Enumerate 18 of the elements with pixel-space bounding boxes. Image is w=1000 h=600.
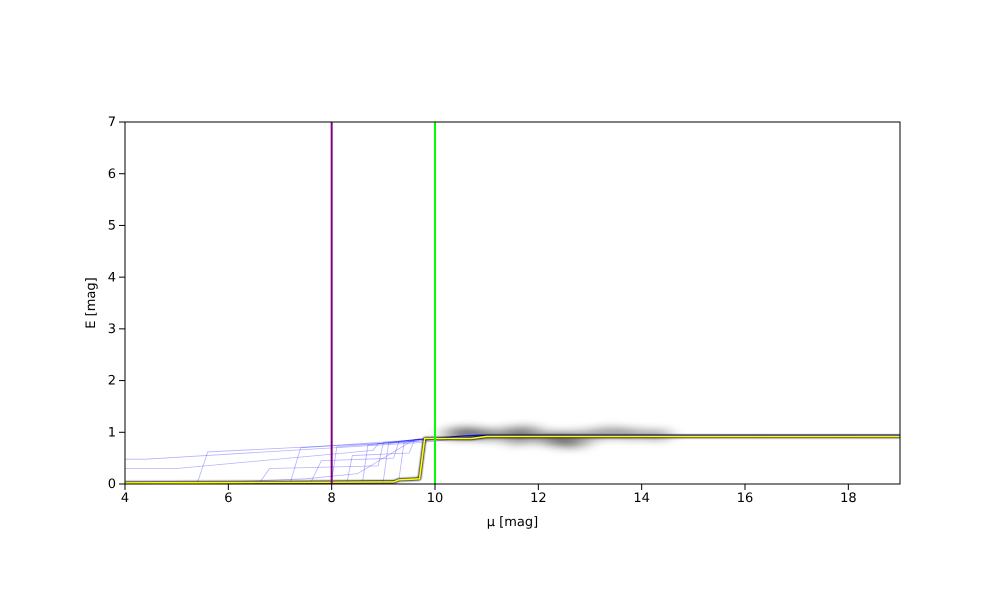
- x-tick-label: 14: [633, 491, 650, 506]
- y-tick-label: 5: [108, 218, 116, 234]
- x-tick-label: 16: [736, 491, 754, 506]
- x-tick-label: 6: [224, 491, 232, 506]
- y-tick-label: 6: [108, 166, 116, 182]
- x-tick-label: 12: [530, 491, 547, 506]
- y-axis-title: E [mag]: [84, 277, 99, 329]
- y-tick-label: 0: [108, 477, 116, 492]
- y-tick-label: 3: [108, 322, 116, 338]
- x-tick-label: 8: [328, 491, 336, 506]
- y-tick-label: 1: [108, 425, 116, 440]
- x-axis-title: μ [mag]: [486, 515, 538, 530]
- y-tick-label: 7: [108, 115, 116, 130]
- y-tick-label: 2: [108, 374, 116, 389]
- x-tick-label: 10: [426, 491, 444, 506]
- x-tick-label: 4: [120, 491, 130, 506]
- x-tick-label: 18: [840, 491, 857, 506]
- y-tick-label: 4: [108, 270, 116, 286]
